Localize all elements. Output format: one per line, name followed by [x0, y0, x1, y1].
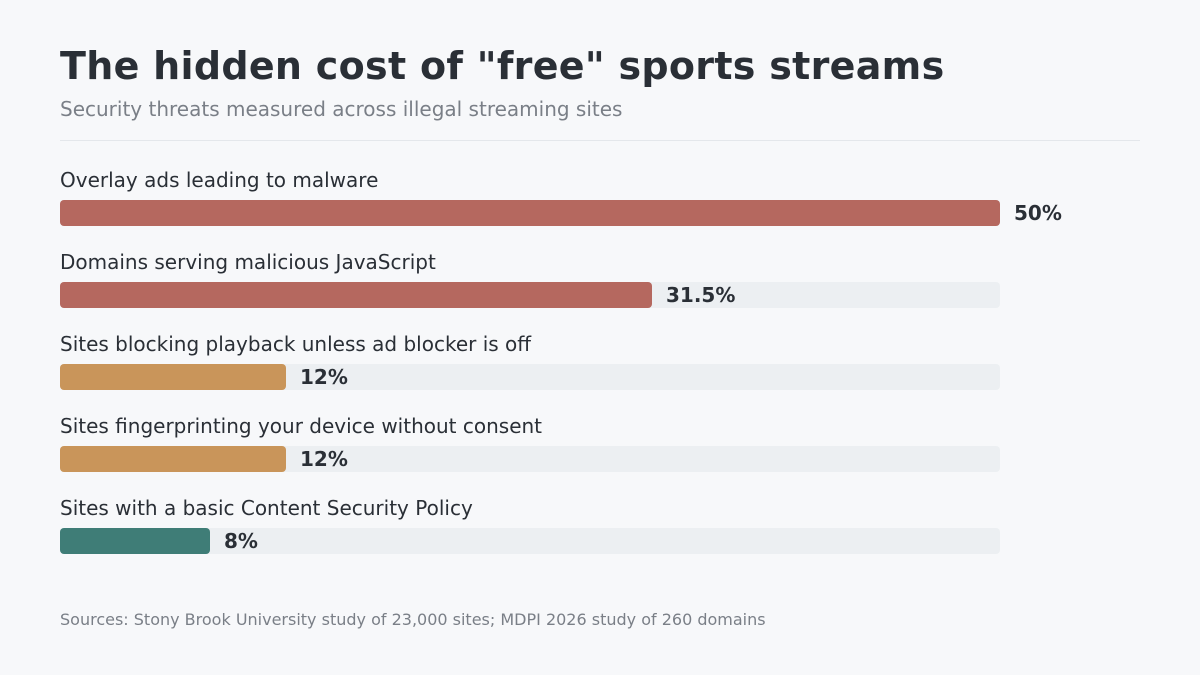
category-label: Overlay ads leading to malware [60, 168, 379, 192]
bar-track [60, 528, 1000, 554]
bar-chart: Overlay ads leading to malware 50% Domains… [60, 166, 1140, 576]
value-label: 12% [300, 365, 348, 389]
bar-track [60, 282, 1000, 308]
bar [60, 446, 286, 472]
bar-row: Sites with a basic Content Security Poli… [60, 494, 1140, 576]
category-label: Domains serving malicious JavaScript [60, 250, 436, 274]
category-label: Sites blocking playback unless ad blocke… [60, 332, 532, 356]
value-label: 31.5% [666, 283, 736, 307]
header-divider [60, 140, 1140, 141]
bar [60, 528, 210, 554]
sources-footnote: Sources: Stony Brook University study of… [60, 610, 766, 629]
bar [60, 200, 1000, 226]
category-label: Sites fingerprinting your device without… [60, 414, 543, 438]
bar-row: Sites fingerprinting your device without… [60, 412, 1140, 494]
chart-subtitle: Security threats measured across illegal… [60, 97, 623, 121]
bar-track [60, 446, 1000, 472]
value-label: 8% [224, 529, 258, 553]
bar-row: Overlay ads leading to malware 50% [60, 166, 1140, 248]
category-label: Sites with a basic Content Security Poli… [60, 496, 473, 520]
bar [60, 282, 652, 308]
bar [60, 364, 286, 390]
value-label: 12% [300, 447, 348, 471]
value-label: 50% [1014, 201, 1062, 225]
bar-track [60, 200, 1000, 226]
bar-row: Sites blocking playback unless ad blocke… [60, 330, 1140, 412]
bar-row: Domains serving malicious JavaScript 31.5… [60, 248, 1140, 330]
bar-track [60, 364, 1000, 390]
chart-title: The hidden cost of "free" sports streams [60, 44, 945, 88]
